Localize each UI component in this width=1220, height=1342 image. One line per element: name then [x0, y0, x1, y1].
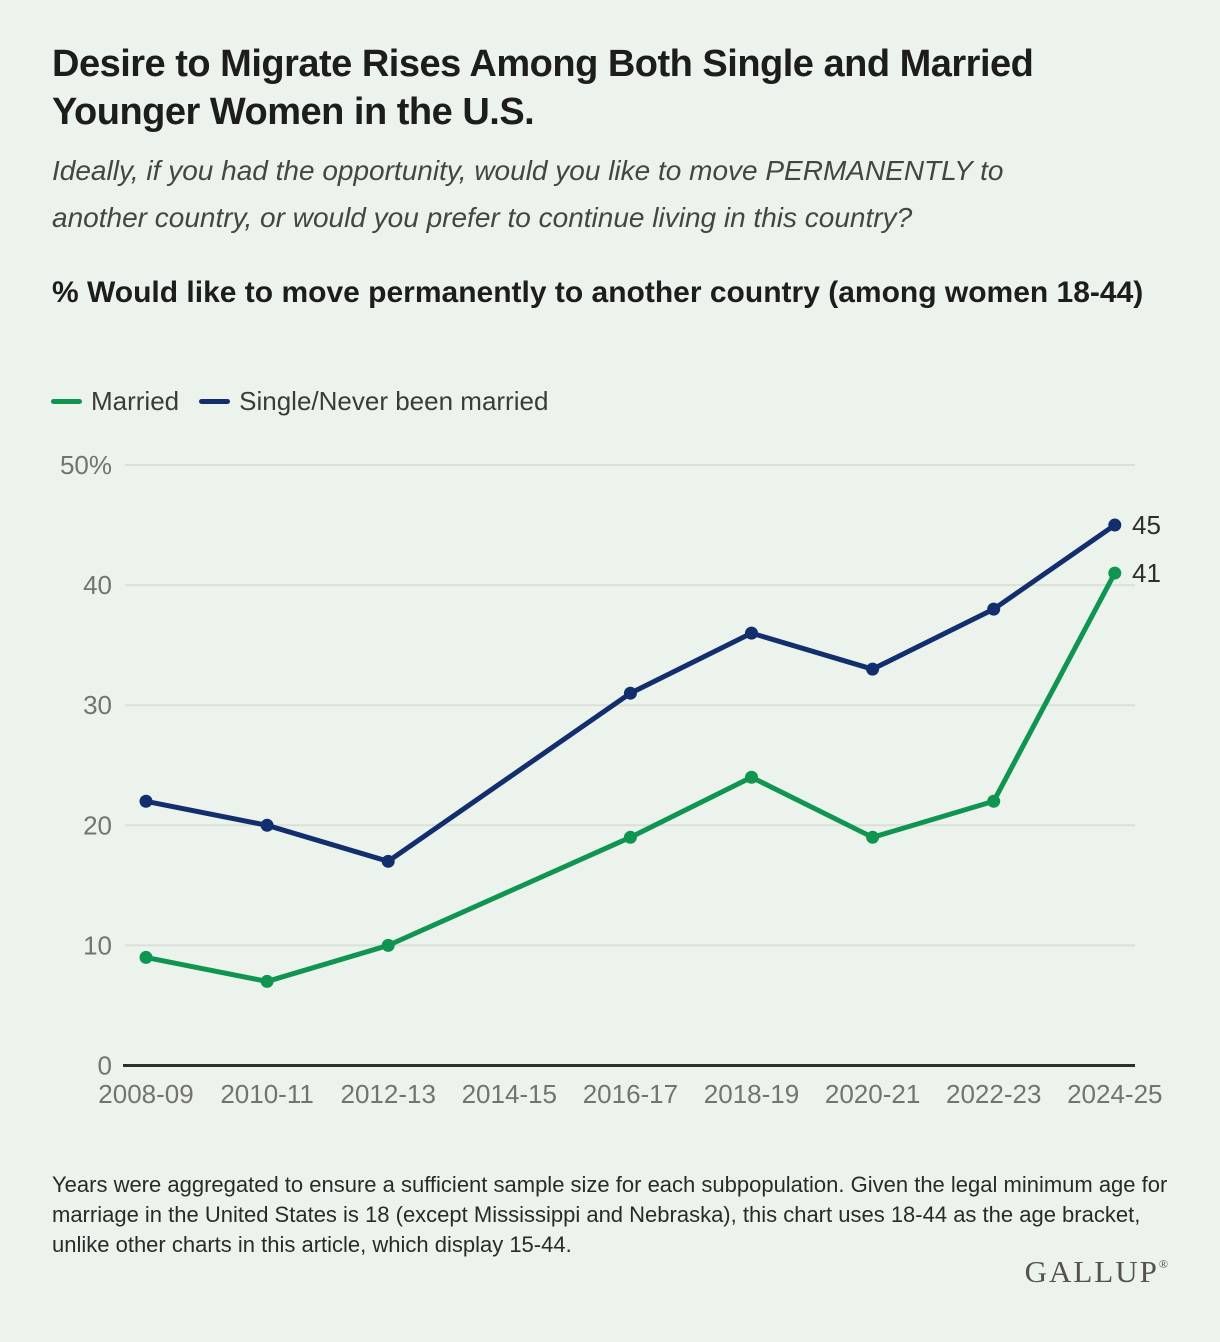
- x-axis-tick-label: 2014-15: [462, 1079, 557, 1109]
- legend-label-single: Single/Never been married: [239, 386, 549, 416]
- x-axis-tick-label: 2022-23: [946, 1079, 1041, 1109]
- y-axis-tick-label: 10: [83, 930, 112, 960]
- measure-label: % Would like to move permanently to anot…: [52, 276, 1144, 309]
- legend-item-single[interactable]: Single/Never been married: [199, 386, 548, 417]
- data-point-married[interactable]: [987, 794, 1001, 808]
- data-point-married[interactable]: [260, 974, 274, 988]
- chart-subtitle: Ideally, if you had the opportunity, wou…: [52, 155, 1004, 233]
- x-axis-tick-label: 2008-09: [98, 1079, 193, 1109]
- end-value-label: 45: [1132, 510, 1161, 540]
- data-point-married[interactable]: [866, 830, 880, 844]
- data-point-single-never-been-married[interactable]: [987, 602, 1001, 616]
- x-axis-tick-label: 2010-11: [220, 1079, 314, 1109]
- end-value-label: 41: [1132, 558, 1161, 588]
- x-axis-tick-label: 2016-17: [583, 1079, 678, 1109]
- chart-footnote: Years were aggregated to ensure a suffic…: [52, 1172, 1168, 1257]
- data-point-single-never-been-married[interactable]: [260, 818, 274, 832]
- data-point-single-never-been-married[interactable]: [745, 626, 758, 640]
- data-point-married[interactable]: [745, 770, 758, 784]
- data-point-married[interactable]: [381, 938, 395, 952]
- x-axis-tick-label: 2012-13: [340, 1079, 435, 1109]
- series-line-married: [143, 570, 1118, 984]
- data-point-single-never-been-married[interactable]: [139, 794, 153, 808]
- data-point-married[interactable]: [623, 830, 637, 844]
- y-axis-tick-label: 30: [83, 690, 112, 720]
- single-line-swatch-icon: [199, 399, 231, 404]
- x-axis-tick-label: 2018-19: [704, 1079, 799, 1109]
- x-axis-tick-label: 2024-25: [1067, 1079, 1162, 1109]
- chart-title: Desire to Migrate Rises Among Both Singl…: [52, 43, 1034, 133]
- gallup-logo: GALLUP®: [1025, 1254, 1168, 1290]
- data-point-married[interactable]: [1108, 566, 1122, 580]
- series-line-single-never-been-married: [143, 522, 1118, 864]
- married-line-swatch-icon: [51, 399, 82, 404]
- data-point-single-never-been-married[interactable]: [1108, 518, 1122, 532]
- y-axis-tick-label: 20: [83, 810, 112, 840]
- y-axis-tick-label: 0: [98, 1051, 112, 1081]
- gallup-logo-text: GALLUP: [1024, 1254, 1159, 1289]
- data-point-married[interactable]: [139, 950, 153, 964]
- legend-label-married: Married: [91, 386, 180, 416]
- data-point-single-never-been-married[interactable]: [623, 686, 637, 700]
- legend-item-married[interactable]: Married: [51, 386, 179, 417]
- data-point-single-never-been-married[interactable]: [381, 854, 395, 868]
- registered-trademark-icon: ®: [1158, 1257, 1168, 1271]
- y-axis-tick-label: 50%: [60, 450, 112, 480]
- y-axis-tick-label: 40: [83, 570, 112, 600]
- legend: Married Single/Never been married: [51, 386, 548, 417]
- x-axis-tick-label: 2020-21: [825, 1079, 920, 1109]
- data-point-single-never-been-married[interactable]: [866, 662, 880, 676]
